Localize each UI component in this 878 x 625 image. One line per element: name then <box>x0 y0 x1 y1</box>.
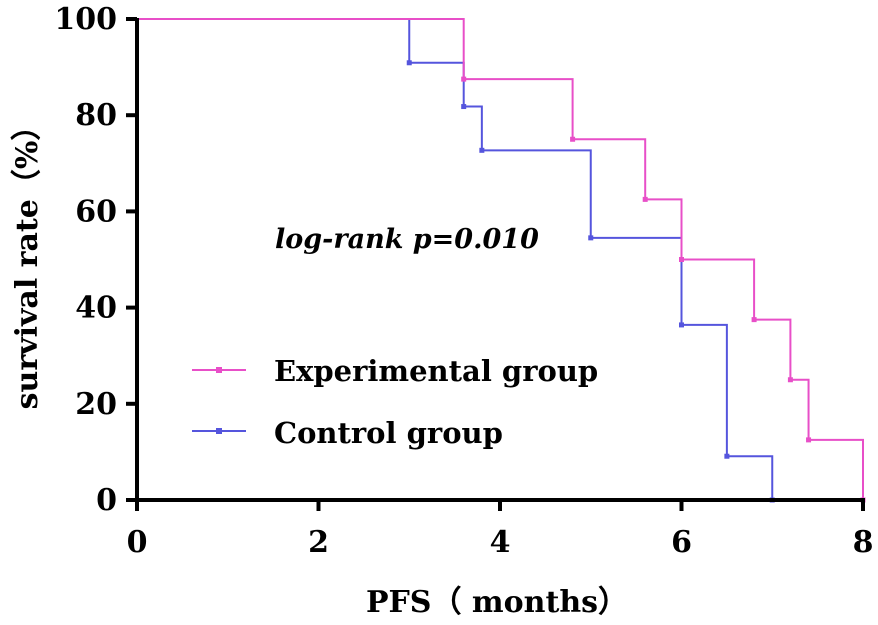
censor-mark-experimental <box>806 437 812 443</box>
censor-mark-experimental <box>642 196 648 202</box>
y-axis-title: survival rate（%） <box>10 111 45 410</box>
y-tick-label: 100 <box>54 2 117 37</box>
series-layer <box>137 18 866 503</box>
censor-mark-control <box>461 104 467 110</box>
legend-marker-control <box>216 428 222 434</box>
censor-mark-control <box>724 453 730 459</box>
censor-mark-control <box>406 60 412 66</box>
y-tick-label: 20 <box>75 387 117 422</box>
y-tick-label: 60 <box>75 194 117 229</box>
x-axis-title: PFS（ months） <box>366 585 628 620</box>
x-tick-label: 0 <box>127 525 148 560</box>
ticks-layer: 0 20 40 60 80 100 0 2 4 6 8 <box>54 2 873 560</box>
legend: Experimental group Control group <box>192 354 598 450</box>
x-tick-label: 2 <box>308 525 329 560</box>
censor-mark-experimental <box>751 317 757 323</box>
legend-label-experimental: Experimental group <box>274 354 598 388</box>
legend-label-control: Control group <box>274 416 503 450</box>
x-tick-label: 8 <box>853 525 874 560</box>
legend-marker-experimental <box>216 367 222 373</box>
log-rank-annotation: log-rank p=0.010 <box>275 224 539 255</box>
censor-mark-experimental <box>570 136 576 142</box>
x-tick-label: 4 <box>490 525 511 560</box>
censor-mark-experimental <box>679 257 684 262</box>
km-curve-control <box>137 18 774 500</box>
censor-mark-control <box>588 235 594 241</box>
x-tick-label: 6 <box>671 525 692 560</box>
y-tick-label: 0 <box>96 483 117 518</box>
censor-mark-control <box>479 147 485 153</box>
censor-mark-control <box>679 322 684 328</box>
censor-mark-experimental <box>461 76 467 82</box>
y-tick-label: 80 <box>75 98 117 133</box>
y-tick-label: 40 <box>75 291 117 326</box>
censor-mark-experimental <box>787 377 793 383</box>
